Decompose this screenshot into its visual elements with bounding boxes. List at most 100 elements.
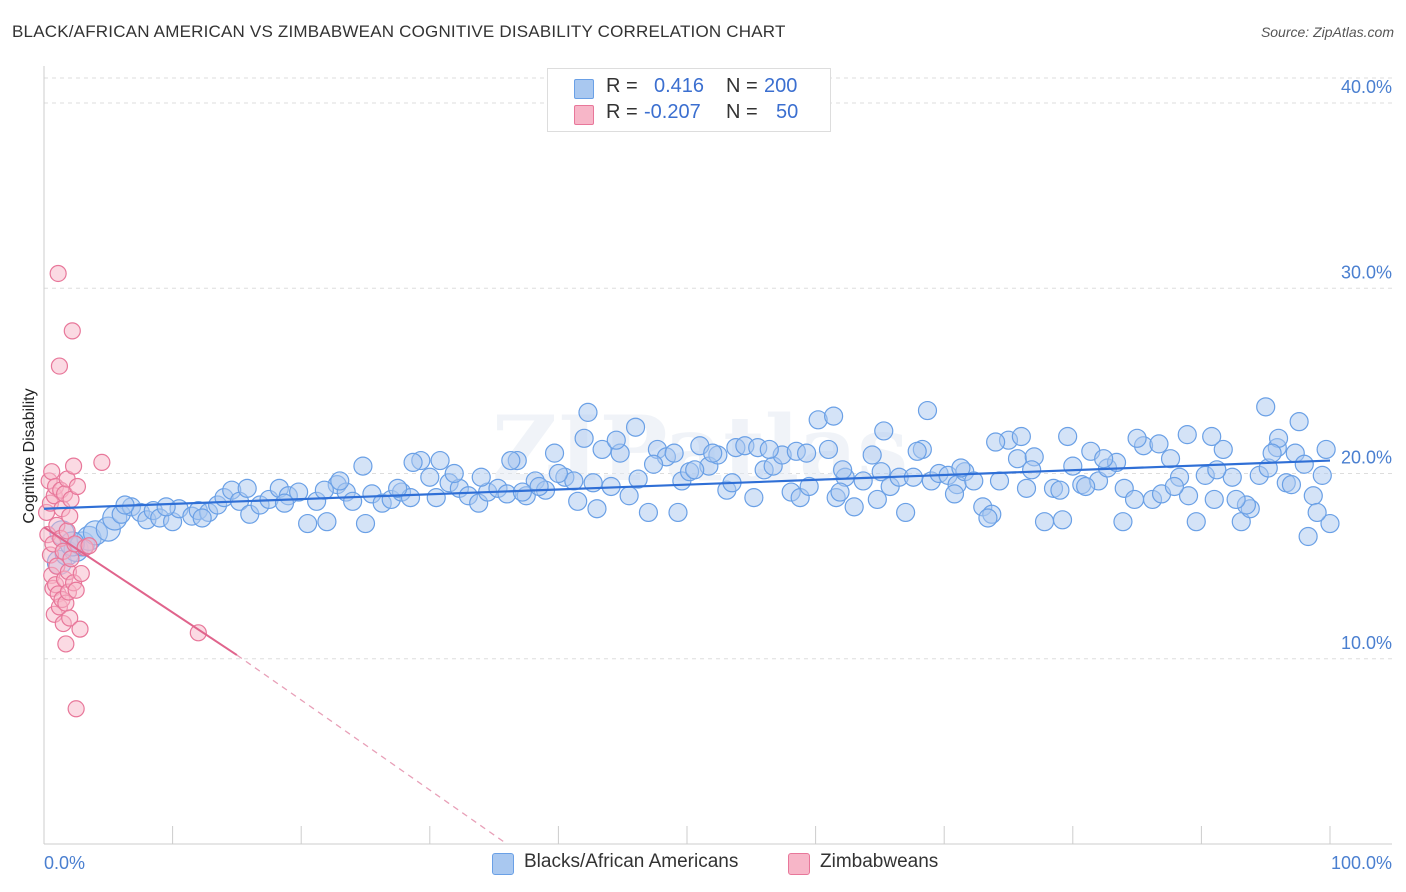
legend-row-zimbabweans: R = -0.207 N = 50 <box>548 101 830 127</box>
blacks-point <box>978 508 998 528</box>
blacks-point <box>592 439 612 460</box>
blacks-point <box>799 476 819 497</box>
blacks-point <box>353 456 373 476</box>
source-credit: Source: ZipAtlas.com <box>1260 24 1394 40</box>
blacks-point <box>759 439 779 460</box>
blacks-point <box>619 486 639 506</box>
blacks-point <box>403 452 423 473</box>
blacks-point <box>874 421 894 441</box>
blacks-point <box>643 454 664 474</box>
blacks-point <box>430 450 450 471</box>
n-value: 200 <box>764 75 798 97</box>
y-tick-label: 20.0% <box>1341 448 1392 468</box>
blacks-point <box>606 430 626 450</box>
blacks-point <box>1063 456 1083 476</box>
zimbabweans-point <box>43 463 61 481</box>
blacks-point <box>317 512 337 532</box>
blacks-point <box>1213 439 1233 460</box>
legend-swatch-blacks <box>574 79 594 99</box>
zimbabweans-point <box>63 322 81 340</box>
legend-label-zimbabweans: Zimbabweans <box>820 851 939 872</box>
chart-title: BLACK/AFRICAN AMERICAN VS ZIMBABWEAN COG… <box>12 22 786 41</box>
x-tick-label-right: 100.0% <box>1331 853 1392 873</box>
blacks-point <box>568 491 588 511</box>
blacks-point <box>471 467 491 487</box>
blacks-point <box>1034 512 1055 532</box>
trend-line-zimbabweans-extrapolated <box>236 654 508 845</box>
legend-swatch-zimbabweans <box>788 853 810 875</box>
blacks-point <box>156 497 176 517</box>
blacks-point <box>685 460 705 480</box>
blacks-point <box>1294 454 1314 474</box>
y-axis-label: Cognitive Disability <box>21 388 38 523</box>
zimbabweans-point <box>67 700 85 718</box>
trend-lines <box>43 459 1331 845</box>
blacks-point <box>578 402 598 422</box>
legend-swatch-blacks <box>492 853 514 875</box>
blacks-point <box>830 482 850 502</box>
y-tick-label: 40.0% <box>1341 77 1392 97</box>
blacks-point <box>1202 426 1222 447</box>
zimbabweans-point <box>71 620 89 638</box>
blacks-point <box>818 439 839 460</box>
blacks-point <box>951 458 971 478</box>
zimbabweans-point <box>64 457 83 475</box>
zimbabweans-point <box>93 453 111 472</box>
blacks-point <box>1177 425 1197 445</box>
blacks-point <box>1076 476 1096 497</box>
blacks-point <box>574 428 594 448</box>
legend-label-blacks: Blacks/African Americans <box>524 851 739 872</box>
n-label: N = <box>726 101 758 123</box>
zimbabweans-point <box>72 564 90 583</box>
blacks-point <box>844 497 864 517</box>
blacks-point <box>964 471 984 491</box>
blacks-point <box>744 488 764 508</box>
y-tick-labels: 10.0% 20.0% 30.0% 40.0% <box>1341 77 1392 653</box>
blacks-point <box>1127 428 1147 448</box>
zimbabweans-point <box>61 507 79 525</box>
n-label: N = <box>726 75 758 97</box>
blacks-point <box>896 502 916 523</box>
blacks-point <box>400 488 421 508</box>
stats-legend: R = 0.416 N = 200 R = -0.207 N = 50 <box>547 68 831 132</box>
blacks-point <box>1124 489 1145 510</box>
blacks-point <box>1113 512 1133 532</box>
zimbabweans-point <box>68 477 87 496</box>
blacks-point <box>1016 478 1037 498</box>
trend-line-zimbabweans <box>43 526 238 656</box>
blacks-point <box>548 463 569 484</box>
blacks-point <box>944 484 965 504</box>
legend-row-blacks: R = 0.416 N = 200 <box>548 75 830 101</box>
blacks-point <box>986 432 1006 452</box>
blacks-point <box>907 441 927 461</box>
zimbabweans-point <box>49 264 67 283</box>
legend-swatch-zimbabweans <box>574 105 594 125</box>
blacks-point <box>1058 426 1078 447</box>
blacks-point <box>444 463 464 484</box>
blacks-point <box>796 443 817 463</box>
blacks-point <box>1178 486 1199 506</box>
n-value: 50 <box>776 101 799 123</box>
blacks-point <box>862 445 882 465</box>
y-tick-label: 30.0% <box>1341 262 1392 282</box>
blacks-point <box>1164 476 1184 497</box>
blacks-point <box>1316 439 1336 460</box>
blacks-point <box>1281 475 1302 495</box>
blacks-point <box>501 450 521 471</box>
blacks-point <box>625 417 646 437</box>
zimbabweans-point <box>57 635 75 653</box>
blacks-point <box>703 443 723 463</box>
blacks-point <box>1186 512 1206 532</box>
zimbabweans-point <box>50 357 69 375</box>
zimbabweans-point <box>80 537 98 555</box>
blacks-point <box>833 460 853 480</box>
blacks-point <box>824 406 844 426</box>
blacks-point <box>668 502 688 523</box>
blacks-point <box>587 499 607 519</box>
blacks-point <box>529 476 549 497</box>
zimbabweans-point <box>61 609 79 627</box>
blacks-point <box>1160 449 1181 469</box>
blacks-point <box>628 469 648 489</box>
blacks-point <box>867 489 887 510</box>
